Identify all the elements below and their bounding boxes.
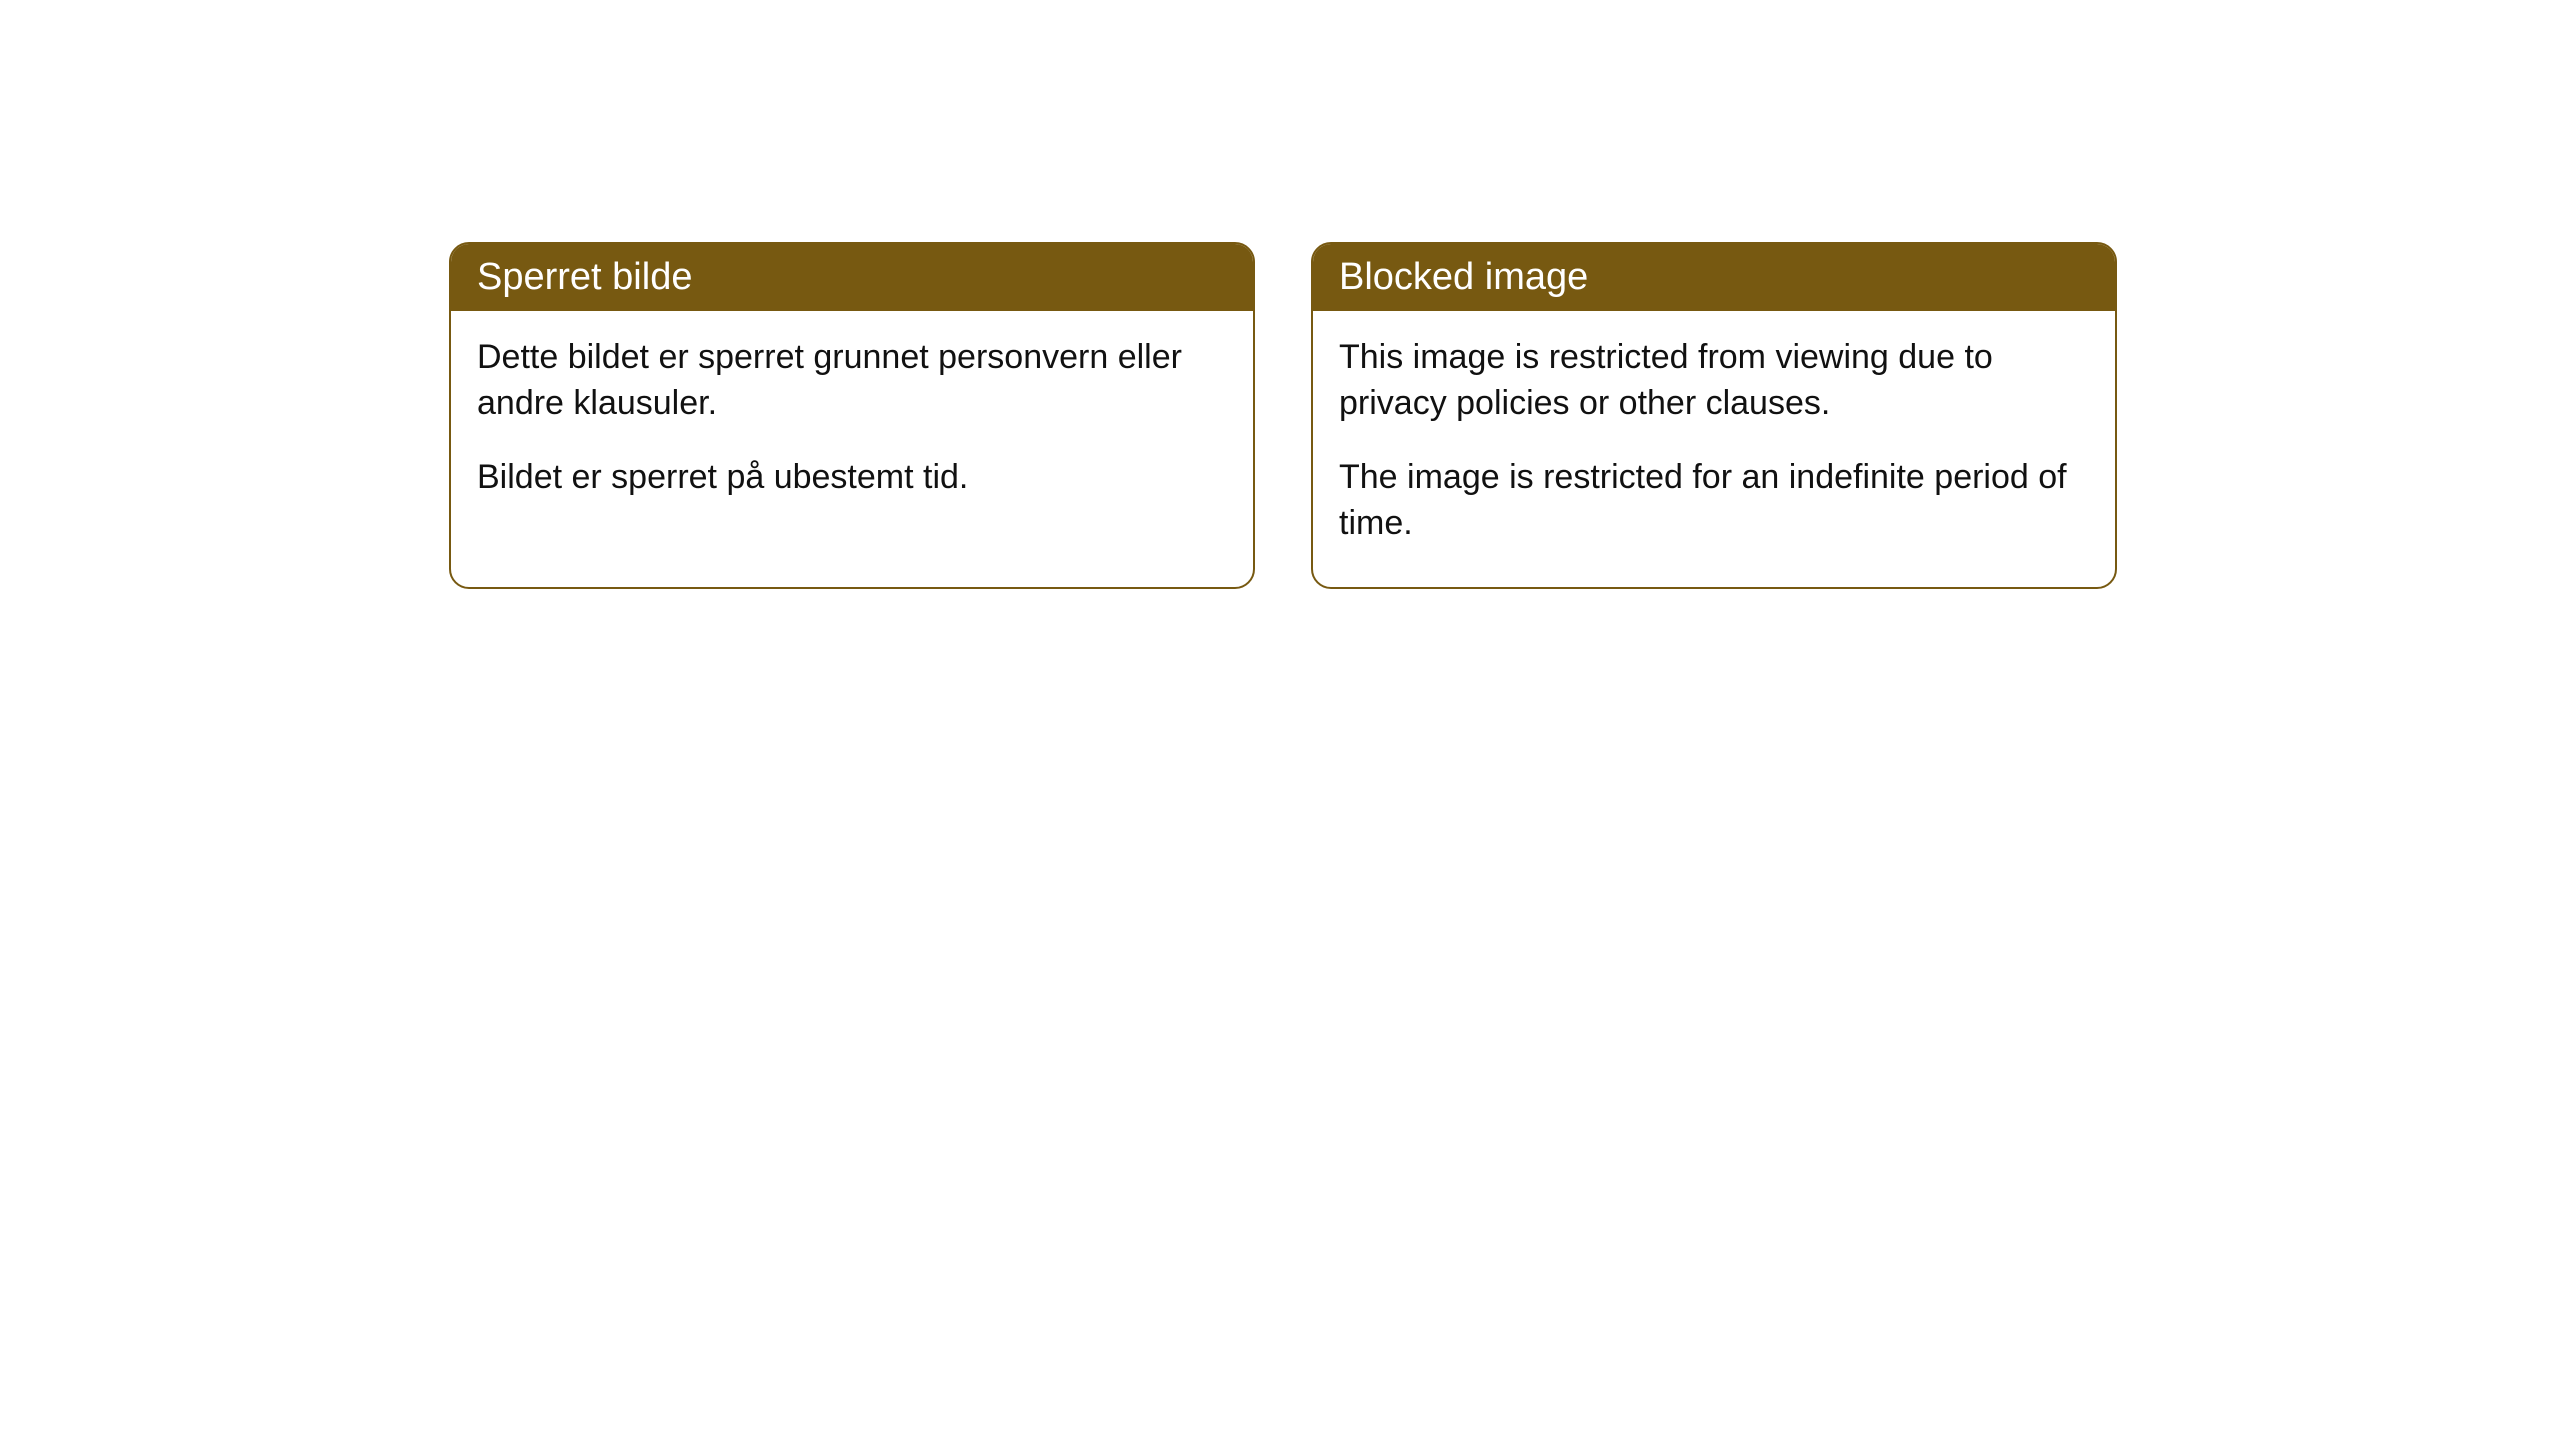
notice-card-norwegian: Sperret bilde Dette bildet er sperret gr…	[449, 242, 1255, 589]
card-title-english: Blocked image	[1339, 256, 1588, 298]
card-paragraph1-norwegian: Dette bildet er sperret grunnet personve…	[477, 335, 1227, 427]
card-paragraph2-english: The image is restricted for an indefinit…	[1339, 455, 2089, 547]
notice-cards-container: Sperret bilde Dette bildet er sperret gr…	[449, 242, 2117, 589]
card-header-english: Blocked image	[1313, 244, 2115, 311]
card-paragraph2-norwegian: Bildet er sperret på ubestemt tid.	[477, 455, 1227, 501]
card-body-english: This image is restricted from viewing du…	[1313, 311, 2115, 587]
card-paragraph1-english: This image is restricted from viewing du…	[1339, 335, 2089, 427]
notice-card-english: Blocked image This image is restricted f…	[1311, 242, 2117, 589]
card-title-norwegian: Sperret bilde	[477, 256, 692, 298]
card-body-norwegian: Dette bildet er sperret grunnet personve…	[451, 311, 1253, 541]
card-header-norwegian: Sperret bilde	[451, 244, 1253, 311]
